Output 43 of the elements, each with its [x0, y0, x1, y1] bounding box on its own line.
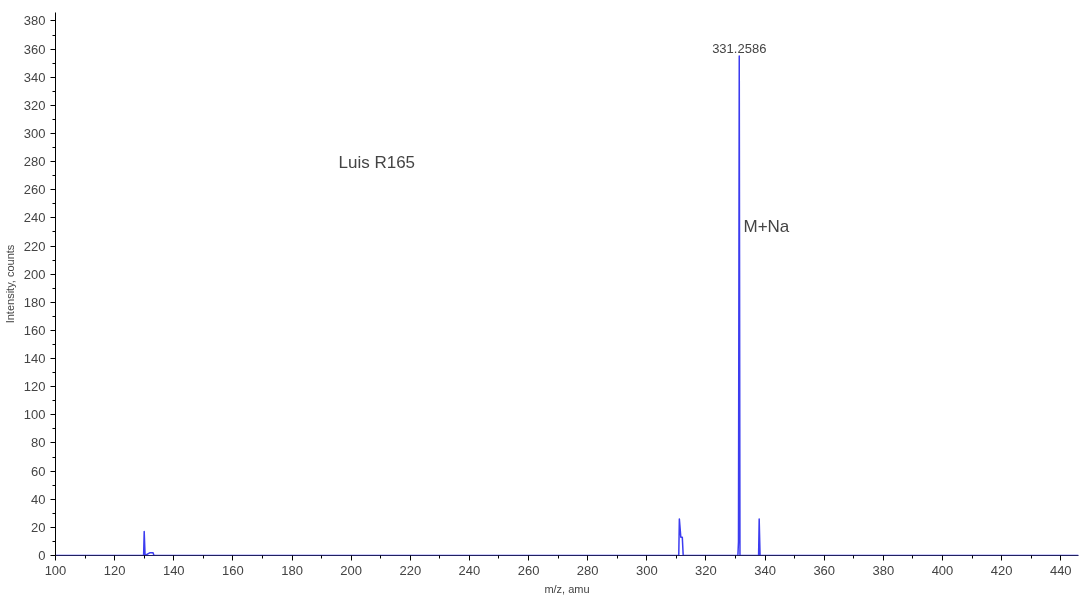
y-tick-label: 0 — [38, 548, 46, 563]
x-tick-label: 420 — [990, 562, 1013, 578]
y-tick-label: 160 — [23, 322, 46, 338]
x-tick-label: 100 — [44, 562, 67, 578]
annotation: M+Na — [743, 217, 790, 236]
y-tick-label: 220 — [23, 238, 46, 254]
y-tick-label: 120 — [23, 379, 46, 395]
y-tick-label: 60 — [31, 463, 46, 479]
y-tick-label: 40 — [31, 491, 46, 507]
x-tick-label: 260 — [517, 562, 540, 578]
x-tick-label: 340 — [754, 562, 776, 578]
x-tick-label: 220 — [399, 562, 422, 578]
x-tick-label: 240 — [458, 562, 481, 578]
annotation: Luis R165 — [338, 153, 416, 172]
y-tick-label: 260 — [23, 182, 46, 198]
y-tick-label: 240 — [23, 210, 46, 226]
y-tick-label: 340 — [23, 69, 46, 85]
x-tick-label: 160 — [222, 562, 244, 578]
y-tick-label: 20 — [31, 519, 46, 535]
x-tick-label: 440 — [1049, 562, 1072, 578]
y-tick-label: 180 — [23, 294, 46, 310]
y-tick-label: 200 — [23, 266, 46, 282]
x-tick-label: 380 — [872, 562, 895, 578]
x-tick-label: 400 — [931, 562, 954, 578]
x-tick-label: 320 — [695, 562, 717, 578]
y-axis-title: Intensity, counts — [3, 244, 16, 324]
y-tick-label: 280 — [23, 154, 46, 170]
x-tick-label: 280 — [576, 562, 599, 578]
y-tick-label: 360 — [23, 41, 46, 57]
y-tick-label: 320 — [23, 97, 46, 113]
x-tick-label: 140 — [162, 562, 185, 578]
y-tick-label: 140 — [23, 351, 46, 367]
y-tick-label: 380 — [23, 13, 46, 29]
annotation: 331.2586 — [712, 41, 767, 57]
y-tick-label: 300 — [23, 125, 46, 141]
x-tick-label: 360 — [813, 562, 836, 578]
y-tick-label: 100 — [23, 407, 46, 423]
x-tick-label: 120 — [103, 562, 126, 578]
x-tick-label: 200 — [340, 562, 363, 578]
x-tick-label: 300 — [635, 562, 658, 578]
x-tick-label: 180 — [281, 562, 303, 578]
x-axis-title: m/z, amu — [544, 582, 590, 595]
y-tick-label: 80 — [31, 435, 46, 451]
